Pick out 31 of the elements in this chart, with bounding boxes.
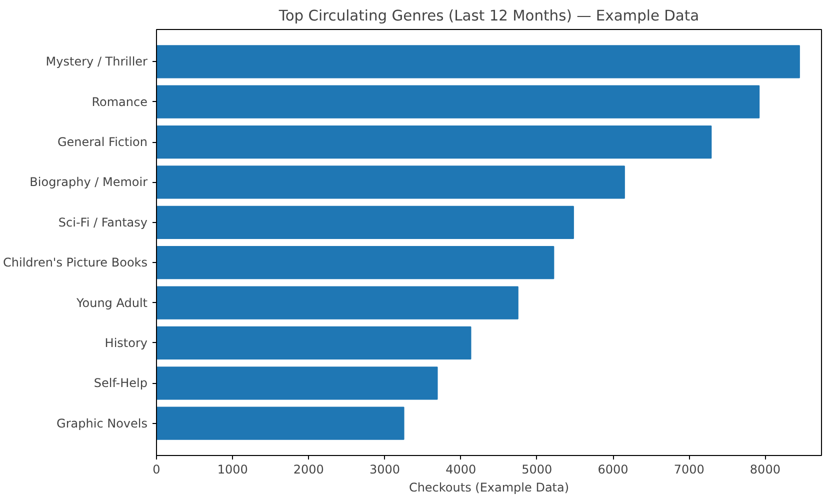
bar <box>156 206 574 239</box>
bar <box>156 286 518 320</box>
x-tick-label: 6000 <box>598 462 628 476</box>
bar <box>156 366 438 400</box>
y-tick-label: Young Adult <box>76 296 148 310</box>
bar <box>156 125 712 159</box>
x-tick-label: 7000 <box>674 462 704 476</box>
y-tick-label: History <box>104 336 148 350</box>
x-axis-title: Checkouts (Example Data) <box>408 480 570 494</box>
x-tick-label: 0 <box>152 462 160 476</box>
y-tick-label: Mystery / Thriller <box>46 54 148 69</box>
x-tick-label: 2000 <box>293 462 324 476</box>
y-tick-label: Children's Picture Books <box>3 256 148 270</box>
x-tick-label: 4000 <box>446 462 476 476</box>
x-tick-label: 8000 <box>750 462 780 476</box>
bar <box>156 45 800 78</box>
bar <box>156 246 554 280</box>
y-tick-label: Graphic Novels <box>56 416 148 430</box>
y-tick-label: Sci-Fi / Fantasy <box>58 215 148 230</box>
y-tick-label: Biography / Memoir <box>30 175 148 190</box>
x-tick-label: 3000 <box>369 462 400 476</box>
x-tick-label: 5000 <box>522 462 552 476</box>
y-tick-label: Self-Help <box>94 376 148 390</box>
bar <box>156 406 404 440</box>
bar <box>156 326 472 360</box>
chart-title: Top Circulating Genres (Last 12 Months) — Example Data <box>278 8 700 24</box>
y-tick-label: General Fiction <box>57 135 148 150</box>
x-tick-label: 1000 <box>217 462 248 476</box>
y-tick-label: Romance <box>92 94 148 109</box>
bar <box>156 85 760 118</box>
bar <box>156 166 625 199</box>
